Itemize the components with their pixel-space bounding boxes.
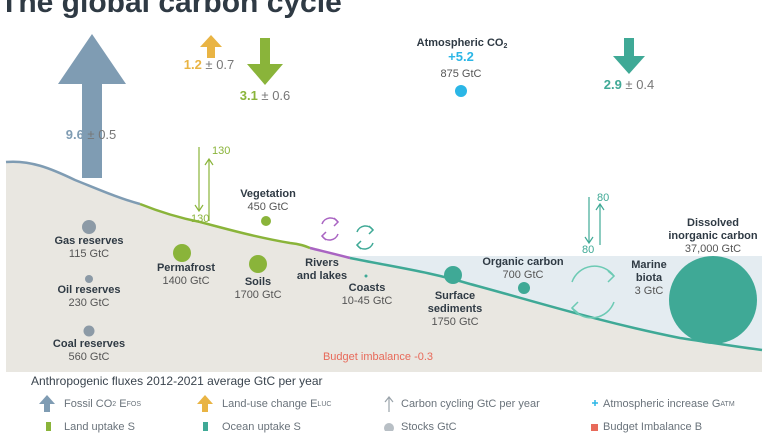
atm-stock-value: 875 GtC	[440, 68, 482, 80]
soils-stock-circle	[249, 255, 267, 273]
legend-fossil: Fossil CO 2 E FOS	[64, 398, 141, 410]
organic-carbon-stock-circle	[518, 282, 530, 294]
permafrost-label: Permafrost 1400 GtC	[156, 262, 216, 287]
legend-stocks-icon	[384, 423, 394, 431]
atm-label: Atmospheric CO2	[416, 37, 508, 50]
legend-atm-icon	[592, 400, 598, 406]
gas-reserves-label: Gas reserves 115 GtC	[54, 235, 124, 260]
land-cycling-up-label: 130	[212, 145, 231, 157]
surface-line-land	[139, 202, 311, 250]
dic-label: Dissolved inorganic carbon 37,000 GtC	[668, 217, 758, 255]
page-title: The global carbon cycle	[0, 0, 342, 19]
surface-line-rivers	[309, 246, 351, 260]
legend-fossil-icon	[39, 395, 55, 412]
vegetation-label: Vegetation 450 GtC	[240, 188, 296, 213]
land-flux-arrow	[247, 38, 283, 85]
coal-reserves-label: Coal reserves 560 GtC	[52, 338, 126, 363]
ocean-flux-arrow	[613, 38, 645, 74]
legend-bim: Budget Imbalance B	[603, 421, 703, 433]
land-cycling-down-label: 130	[191, 213, 210, 225]
permafrost-stock-circle	[173, 244, 191, 262]
coasts-label: Coasts 10-45 GtC	[341, 282, 393, 307]
atm-dot	[455, 85, 467, 97]
land-flux-label: 3.1 ± 0.6	[239, 88, 291, 103]
land-crust	[6, 161, 762, 372]
surface-line-ocean	[349, 256, 763, 352]
coasts-stock-dot	[364, 274, 368, 278]
soils-label: Soils 1700 GtC	[234, 276, 282, 301]
legend-bim-icon	[591, 424, 598, 431]
legend-cycling-icon	[384, 396, 394, 412]
coasts-cycle-icon	[355, 225, 375, 250]
surface-sediments-label: Surface sediments 1750 GtC	[427, 290, 483, 328]
gas-stock-circle	[82, 220, 96, 234]
land-cycling-arrows	[194, 147, 214, 221]
organic-carbon-label: Organic carbon 700 GtC	[482, 256, 564, 281]
legend-land-icon	[46, 422, 51, 431]
marine-biota-label: Marine biota 3 GtC	[631, 259, 667, 297]
surface-sediments-stock-circle	[444, 266, 462, 284]
atm-increase-value: +5.2	[448, 49, 474, 64]
legend-atm: Atmospheric increase G ATM	[603, 398, 735, 410]
luc-flux-arrow	[200, 35, 222, 58]
legend-ocean-icon	[203, 422, 208, 431]
vegetation-stock-circle	[261, 216, 271, 226]
ocean-cycling-up-label: 80	[597, 192, 610, 204]
budget-imbalance-label: Budget imbalance -0.3	[322, 351, 434, 363]
rivers-cycle-icon	[320, 217, 340, 241]
legend-land: Land uptake S	[64, 421, 135, 433]
oil-reserves-label: Oil reserves 230 GtC	[57, 284, 121, 309]
luc-flux-label: 1.2 ± 0.7	[183, 57, 235, 72]
legend-ocean: Ocean uptake S	[222, 421, 301, 433]
surface-line-fossil	[5, 160, 141, 206]
ocean-flux-label: 2.9 ± 0.4	[603, 77, 655, 92]
rivers-lakes-label: Rivers and lakes	[296, 257, 348, 282]
legend-stocks: Stocks GtC	[401, 421, 457, 433]
oil-stock-circle	[85, 275, 93, 283]
legend-cycling: Carbon cycling GtC per year	[401, 398, 540, 410]
coal-stock-circle	[83, 325, 95, 337]
ocean-cycling-down-label: 80	[582, 244, 595, 256]
dic-stock-circle	[669, 256, 757, 344]
fossil-flux-label: 9.6 ± 0.5	[65, 127, 117, 142]
legend-title: Anthropogenic fluxes 2012-2021 average G…	[31, 374, 323, 388]
marine-cycle-icon	[570, 265, 616, 319]
legend-luc: Land-use change E LUC	[222, 398, 332, 410]
ocean-cycling-arrows	[584, 197, 605, 245]
legend-luc-icon	[197, 395, 213, 412]
fossil-flux-arrow	[58, 34, 126, 178]
